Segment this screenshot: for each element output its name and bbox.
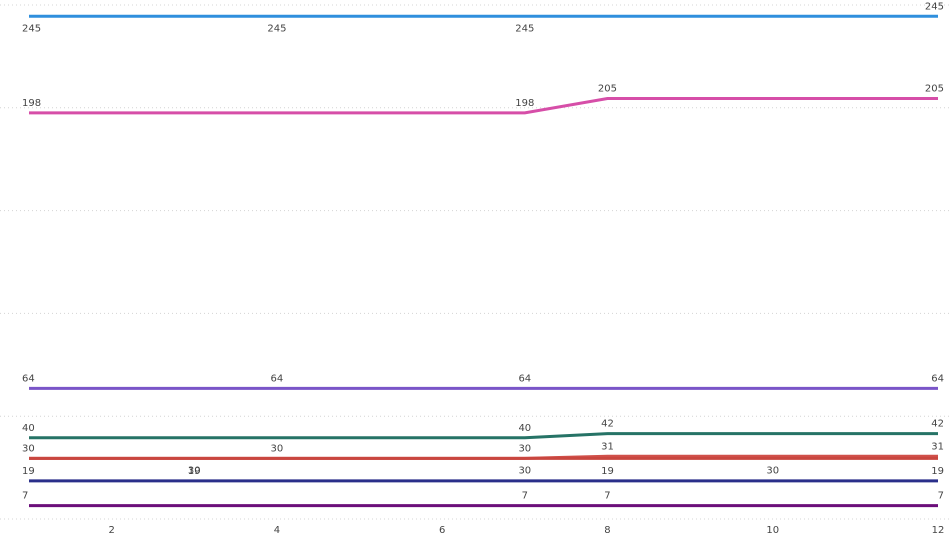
data-label: 30 (766, 465, 779, 476)
data-label: 64 (931, 373, 944, 384)
data-label: 30 (271, 443, 284, 454)
x-tick-label: 10 (766, 525, 779, 536)
x-tick-label: 6 (439, 525, 445, 536)
data-label: 30 (22, 443, 35, 454)
x-tick-label: 8 (604, 525, 610, 536)
data-label: 19 (188, 466, 201, 477)
data-label: 198 (515, 98, 534, 109)
data-label: 7 (522, 491, 528, 502)
data-label: 30 (518, 465, 531, 476)
series-line (29, 97, 938, 115)
data-label: 7 (22, 491, 28, 502)
data-label: 7 (604, 491, 610, 502)
series-line (29, 432, 938, 440)
data-label: 245 (267, 23, 286, 34)
data-label: 205 (598, 84, 617, 95)
data-label: 30 (518, 443, 531, 454)
data-label: 205 (925, 84, 944, 95)
data-label: 245 (515, 23, 534, 34)
data-label: 42 (601, 419, 614, 430)
data-label: 64 (271, 373, 284, 384)
data-label: 31 (601, 441, 614, 452)
data-label: 7 (938, 491, 944, 502)
data-label: 19 (931, 466, 944, 477)
data-label: 40 (22, 423, 35, 434)
data-label: 245 (925, 1, 944, 12)
x-tick-label: 12 (932, 525, 945, 536)
data-label: 30 (188, 465, 201, 476)
data-label: 42 (931, 419, 944, 430)
data-label: 40 (518, 423, 531, 434)
x-tick-label: 2 (108, 525, 114, 536)
data-label: 64 (518, 373, 531, 384)
data-label: 64 (22, 373, 35, 384)
data-label: 245 (22, 23, 41, 34)
x-tick-label: 4 (274, 525, 280, 536)
data-label: 198 (22, 98, 41, 109)
data-label: 19 (22, 466, 35, 477)
data-label: 31 (931, 441, 944, 452)
data-label: 19 (601, 466, 614, 477)
